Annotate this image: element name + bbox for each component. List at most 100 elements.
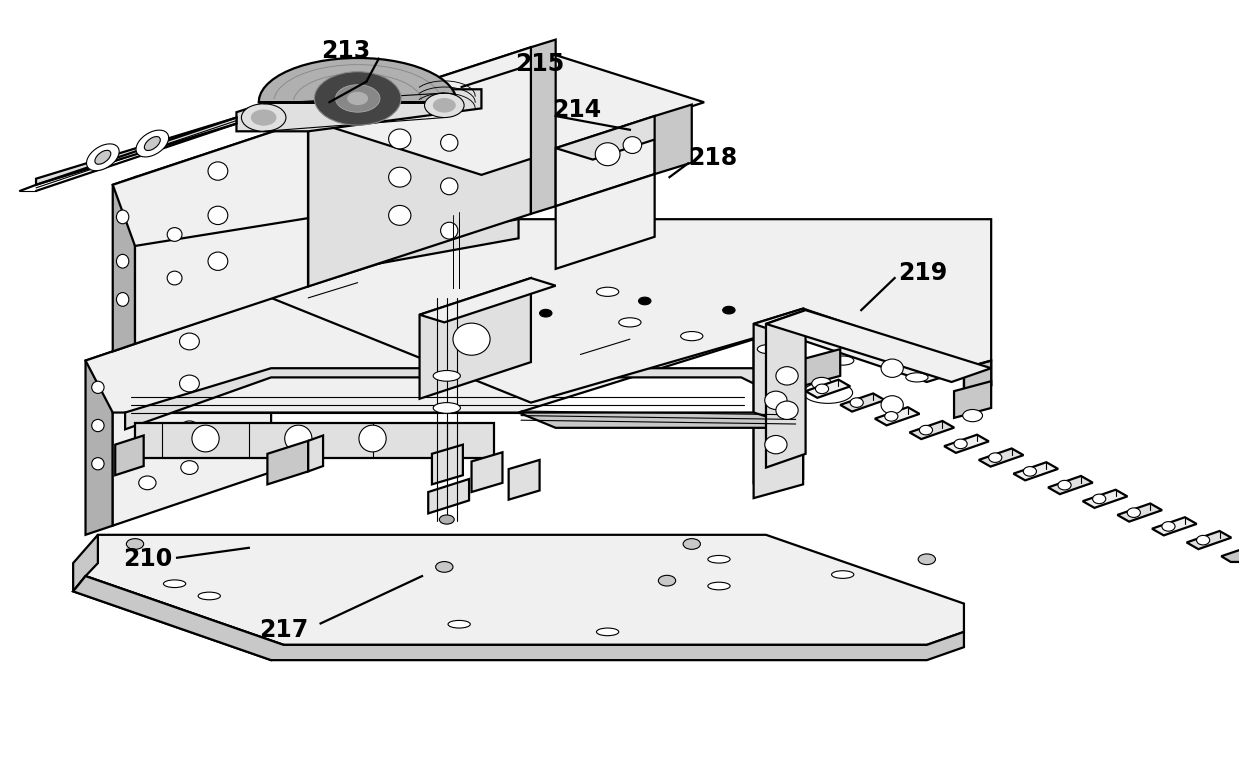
Ellipse shape	[92, 458, 104, 470]
Ellipse shape	[765, 391, 787, 410]
Polygon shape	[806, 380, 851, 398]
Polygon shape	[237, 89, 481, 131]
Ellipse shape	[180, 421, 200, 438]
Ellipse shape	[988, 453, 1002, 463]
Ellipse shape	[596, 287, 619, 296]
Polygon shape	[1221, 547, 1240, 562]
Ellipse shape	[1058, 480, 1071, 490]
Polygon shape	[963, 360, 991, 393]
Polygon shape	[135, 423, 494, 459]
Circle shape	[252, 110, 277, 125]
Polygon shape	[518, 413, 804, 428]
Polygon shape	[754, 308, 804, 498]
Ellipse shape	[139, 476, 156, 489]
Polygon shape	[432, 445, 463, 485]
Ellipse shape	[919, 426, 932, 435]
Ellipse shape	[117, 255, 129, 268]
Ellipse shape	[92, 381, 104, 393]
Polygon shape	[36, 117, 237, 185]
Ellipse shape	[832, 571, 854, 578]
Circle shape	[918, 554, 935, 565]
Ellipse shape	[622, 137, 641, 153]
Ellipse shape	[95, 150, 110, 164]
Text: 218: 218	[688, 146, 738, 170]
Polygon shape	[268, 441, 309, 485]
Text: 217: 217	[259, 617, 308, 641]
Ellipse shape	[180, 333, 200, 350]
Ellipse shape	[167, 228, 182, 242]
Ellipse shape	[192, 425, 219, 452]
Ellipse shape	[208, 206, 228, 225]
Ellipse shape	[595, 143, 620, 166]
Ellipse shape	[208, 252, 228, 271]
Ellipse shape	[758, 344, 780, 354]
Ellipse shape	[144, 137, 160, 150]
Polygon shape	[309, 436, 324, 472]
Circle shape	[347, 92, 367, 104]
Ellipse shape	[167, 272, 182, 285]
Polygon shape	[73, 576, 963, 660]
Polygon shape	[309, 48, 531, 286]
Ellipse shape	[198, 592, 221, 600]
Ellipse shape	[905, 373, 928, 382]
Ellipse shape	[1023, 466, 1037, 476]
Circle shape	[658, 575, 676, 586]
Text: 213: 213	[321, 39, 370, 63]
Polygon shape	[419, 278, 531, 399]
Circle shape	[434, 99, 455, 112]
Polygon shape	[655, 104, 692, 174]
Polygon shape	[804, 349, 841, 386]
Polygon shape	[73, 576, 284, 660]
Ellipse shape	[708, 555, 730, 563]
Text: 215: 215	[515, 52, 564, 76]
Polygon shape	[113, 298, 272, 525]
Polygon shape	[428, 479, 469, 513]
Polygon shape	[1013, 463, 1058, 480]
Ellipse shape	[358, 425, 386, 452]
Circle shape	[435, 561, 453, 572]
Ellipse shape	[433, 403, 460, 413]
Polygon shape	[841, 393, 885, 412]
Ellipse shape	[804, 382, 853, 403]
Polygon shape	[419, 278, 556, 322]
Ellipse shape	[440, 178, 458, 195]
Ellipse shape	[92, 420, 104, 432]
Polygon shape	[135, 120, 309, 344]
Circle shape	[126, 538, 144, 549]
Ellipse shape	[816, 384, 828, 393]
Polygon shape	[556, 116, 655, 206]
Polygon shape	[125, 368, 754, 430]
Polygon shape	[556, 116, 692, 160]
Polygon shape	[508, 460, 539, 499]
Ellipse shape	[285, 425, 312, 452]
Polygon shape	[113, 120, 531, 246]
Polygon shape	[766, 310, 991, 382]
Polygon shape	[875, 407, 920, 426]
Polygon shape	[113, 177, 135, 351]
Polygon shape	[754, 298, 779, 483]
Ellipse shape	[164, 580, 186, 588]
Polygon shape	[272, 219, 991, 403]
Ellipse shape	[388, 167, 410, 187]
Polygon shape	[115, 436, 144, 476]
Ellipse shape	[776, 367, 799, 385]
Ellipse shape	[136, 130, 169, 157]
Ellipse shape	[117, 292, 129, 306]
Polygon shape	[754, 308, 976, 382]
Ellipse shape	[208, 162, 228, 180]
Polygon shape	[754, 298, 804, 339]
Ellipse shape	[776, 401, 799, 420]
Ellipse shape	[1092, 494, 1106, 504]
Polygon shape	[1083, 489, 1127, 508]
Circle shape	[962, 410, 982, 422]
Text: 219: 219	[899, 261, 947, 285]
Ellipse shape	[1162, 522, 1176, 532]
Ellipse shape	[180, 375, 200, 392]
Polygon shape	[309, 48, 704, 175]
Polygon shape	[978, 449, 1023, 466]
Polygon shape	[944, 435, 988, 453]
Circle shape	[539, 309, 552, 317]
Ellipse shape	[440, 222, 458, 239]
Ellipse shape	[181, 461, 198, 475]
Ellipse shape	[433, 370, 460, 381]
